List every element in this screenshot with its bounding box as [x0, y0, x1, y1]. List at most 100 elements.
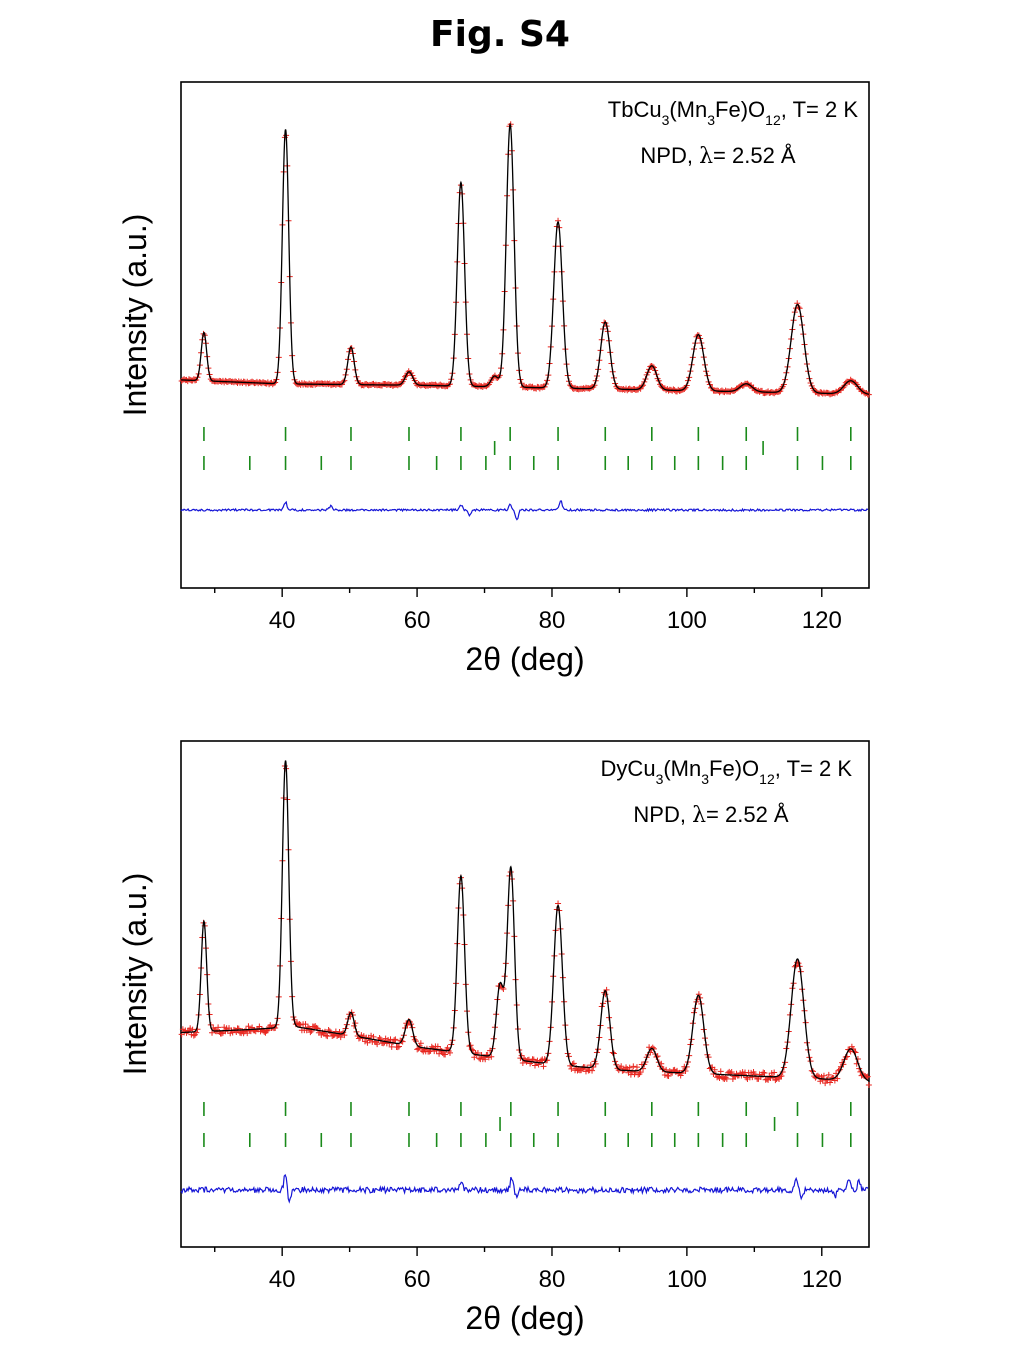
observed-point	[337, 1034, 344, 1041]
observed-point	[417, 1040, 424, 1047]
observed-point	[633, 1064, 640, 1071]
calculated-line	[180, 760, 870, 1082]
difference-line	[180, 1173, 869, 1204]
observed-point	[334, 1033, 341, 1040]
top-chart: 40 60 80 100 120 2θ (deg) Intensity (a.u.) TbCu…	[117, 81, 872, 677]
plot-frame	[180, 740, 870, 1248]
observed-point	[414, 1046, 421, 1053]
observed-point	[864, 1073, 871, 1080]
observed-point	[488, 1053, 495, 1060]
observed-point	[665, 1072, 672, 1079]
observed-point	[820, 1072, 827, 1079]
x-tick-label: 100	[667, 1266, 707, 1293]
bottom-chart: 40 60 80 100 120 2θ (deg) Intensity (a.u.) DyCu…	[117, 740, 872, 1336]
observed-point	[341, 1032, 348, 1039]
observed-point	[823, 1077, 830, 1084]
lambda-symbol: λ	[699, 144, 713, 169]
observed-point	[778, 1073, 785, 1080]
difference-line	[180, 500, 869, 521]
compound-label: TbCu3(Mn3Fe)O12, T= 2 K	[608, 97, 859, 128]
label-text: Fe)O	[709, 756, 759, 781]
observed-point	[482, 1056, 489, 1063]
observed-point	[827, 1079, 834, 1086]
subscript: 3	[662, 112, 670, 128]
subscript: 3	[701, 771, 709, 787]
label-text: (Mn	[663, 756, 701, 781]
observed-point	[442, 1051, 449, 1058]
x-axis-label: 2θ (deg)	[465, 641, 584, 677]
label-text: Fe)O	[715, 97, 765, 122]
subscript: 3	[656, 771, 664, 787]
observed-point	[771, 1069, 778, 1076]
x-axis-label: 2θ (deg)	[465, 1300, 584, 1336]
x-axis: 40 60 80 100 120	[214, 1247, 842, 1293]
observed-point	[723, 1075, 730, 1082]
compound-label: DyCu3(Mn3Fe)O12, T= 2 K	[601, 756, 853, 787]
observed-point	[215, 1024, 222, 1031]
observed-point	[391, 1037, 398, 1044]
observed-point	[323, 1032, 330, 1039]
observed-point	[570, 1060, 577, 1067]
observed-point	[392, 1036, 399, 1043]
observed-point	[626, 1064, 633, 1071]
label-text: = 2.52 Å	[706, 802, 789, 827]
bragg-ticks	[203, 427, 852, 470]
observed-point	[589, 1067, 596, 1074]
label-text: (Mn	[669, 97, 707, 122]
observed-point	[540, 1063, 547, 1070]
x-tick-label: 60	[404, 607, 431, 634]
label-text: = 2.52 Å	[713, 143, 796, 168]
x-tick-label: 120	[802, 1266, 842, 1293]
observed-point	[637, 1069, 644, 1076]
label-text: NPD,	[640, 143, 699, 168]
observed-point	[834, 1075, 841, 1082]
wavelength-label: NPD, λ= 2.52 Å	[640, 143, 796, 169]
observed-point	[825, 1071, 832, 1078]
x-tick-label: 80	[539, 607, 566, 634]
x-tick-label: 100	[667, 607, 707, 634]
x-tick-label: 40	[269, 607, 296, 634]
bragg-ticks	[203, 1102, 852, 1147]
x-axis: 40 60 80 100 120	[214, 588, 842, 634]
x-tick-label: 60	[404, 1266, 431, 1293]
observed-point	[446, 1049, 453, 1056]
figure-title: Fig. S4	[430, 14, 570, 55]
observed-point	[717, 1068, 724, 1075]
y-axis-label: Intensity (a.u.)	[117, 214, 153, 417]
observed-point	[396, 1043, 403, 1050]
label-text: DyCu	[601, 756, 656, 781]
wavelength-label: NPD, λ= 2.52 Å	[633, 802, 789, 828]
observed-point	[302, 1021, 309, 1028]
observed-point	[630, 1063, 637, 1070]
label-text: , T= 2 K	[775, 756, 853, 781]
observed-point	[677, 1072, 684, 1079]
observed-point	[245, 1023, 252, 1030]
observed-point	[386, 1040, 393, 1047]
calculated-line	[180, 122, 870, 395]
observed-point	[190, 1032, 197, 1039]
observed-point	[618, 1063, 625, 1070]
observed-point	[218, 1030, 225, 1037]
subscript: 12	[759, 771, 775, 787]
y-axis-label: Intensity (a.u.)	[117, 873, 153, 1076]
lambda-symbol: λ	[692, 803, 706, 828]
label-text: NPD,	[633, 802, 692, 827]
observed-point	[865, 1081, 872, 1088]
observed-point	[394, 1044, 401, 1051]
x-tick-label: 120	[802, 607, 842, 634]
observed-point	[476, 1055, 483, 1062]
observed-point	[374, 1041, 381, 1048]
observed-point	[761, 1069, 768, 1076]
observed-point	[822, 1080, 829, 1087]
plot-frame	[180, 81, 870, 589]
observed-point	[568, 1065, 575, 1072]
label-text: , T= 2 K	[781, 97, 859, 122]
observed-point	[444, 1044, 451, 1051]
label-text: TbCu	[608, 97, 662, 122]
observed-point	[728, 1068, 735, 1075]
x-tick-label: 80	[539, 1266, 566, 1293]
x-tick-label: 40	[269, 1266, 296, 1293]
observed-point	[307, 1029, 314, 1036]
observed-point	[531, 1062, 538, 1069]
subscript: 12	[765, 112, 781, 128]
